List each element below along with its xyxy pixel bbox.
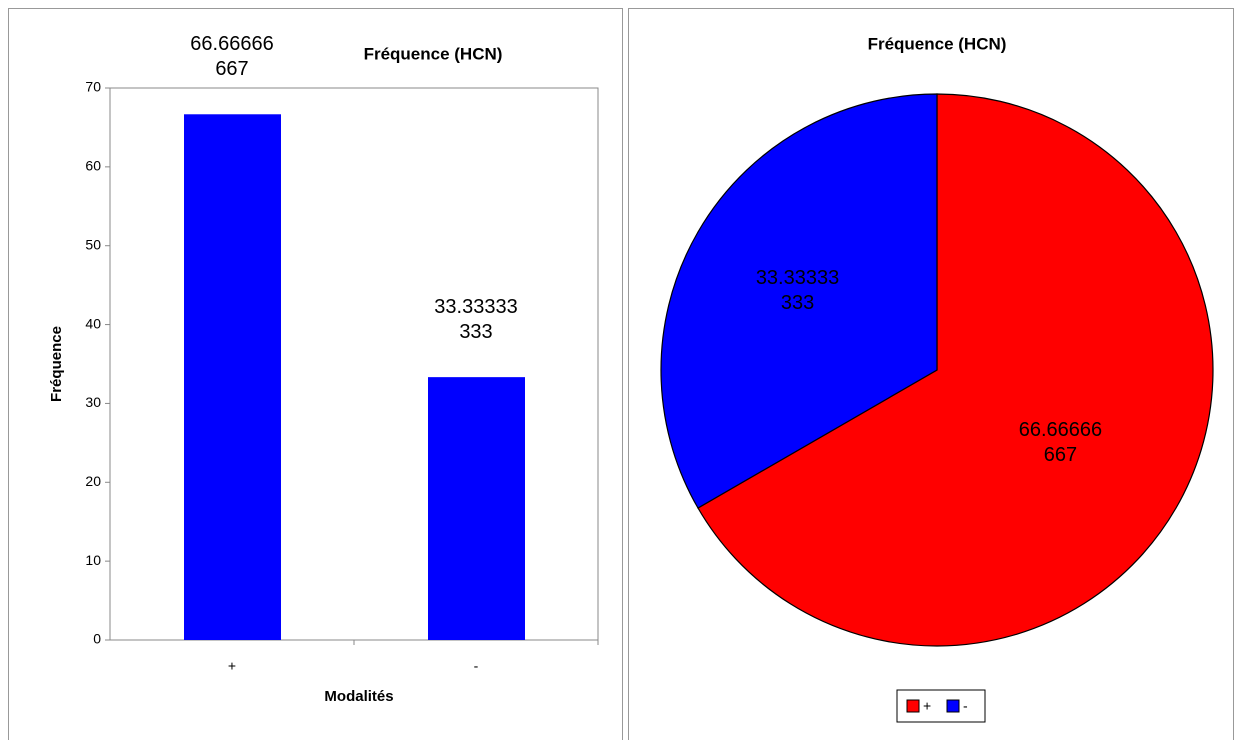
- y-tick-label: 0: [93, 631, 101, 647]
- x-tick-label: -: [474, 658, 479, 674]
- x-axis-label: Modalités: [324, 688, 393, 705]
- legend-swatch: [906, 699, 920, 713]
- pie-slice: [660, 93, 938, 509]
- y-tick-label: 10: [85, 552, 101, 568]
- data-label: 66.66666667: [190, 33, 274, 81]
- chart-title: Fréquence (HCN): [364, 44, 503, 63]
- bar: [428, 377, 525, 640]
- panel-border: [628, 8, 1234, 745]
- legend-label: -: [963, 698, 968, 714]
- y-tick-label: 70: [85, 79, 101, 95]
- bar: [184, 114, 281, 641]
- legend-label: +: [923, 698, 931, 714]
- y-axis-label: Fréquence: [48, 326, 65, 402]
- data-label-box: 33.33333333: [434, 296, 518, 344]
- data-label-box: 66.66666667: [190, 33, 274, 81]
- data-label: 66.66666667: [1018, 418, 1103, 466]
- data-label-box: 66.66666667: [1018, 418, 1103, 466]
- y-tick-label: 40: [85, 315, 101, 331]
- y-tick-label: 60: [85, 158, 101, 174]
- y-tick-label: 20: [85, 473, 101, 489]
- data-label-box: 33.33333333: [755, 267, 840, 315]
- chart-title: Fréquence (HCN): [868, 34, 1007, 53]
- legend-swatch: [946, 699, 960, 713]
- y-tick-label: 30: [85, 394, 101, 410]
- pie-slice: [697, 93, 1214, 647]
- data-label: 33.33333333: [434, 296, 518, 344]
- data-label: 33.33333333: [755, 267, 840, 315]
- x-tick-label: +: [228, 658, 236, 674]
- y-tick-label: 50: [85, 236, 101, 252]
- panel-border: [8, 8, 623, 745]
